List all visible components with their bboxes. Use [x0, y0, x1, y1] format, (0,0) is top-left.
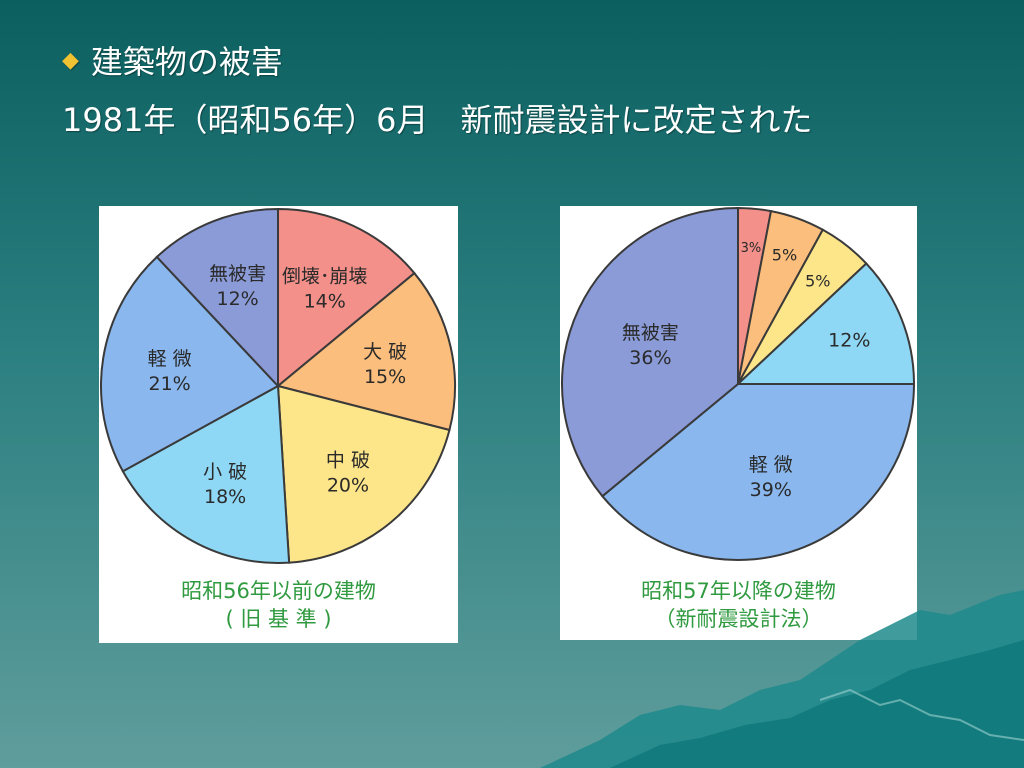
new-standard-pie-chart: 3% 5% 5% 12% 軽 微 39% 無被害 36%	[561, 206, 916, 561]
new-slice-value-4: 39%	[750, 479, 792, 501]
slide-subtitle: 1981年（昭和56年）6月 新耐震設計に改定された	[62, 101, 813, 139]
old-slice-1	[275, 271, 456, 432]
old-slice-label-1: 大 破	[363, 341, 407, 363]
old-slice-label-5: 無被害	[209, 263, 266, 285]
old-slice-value-3: 18%	[204, 486, 246, 508]
new-slice-5	[561, 206, 739, 498]
new-slice-3	[735, 262, 916, 385]
new-chart-caption-line1: 昭和57年以降の建物	[641, 579, 836, 603]
old-slice-value-2: 20%	[327, 475, 369, 497]
old-chart-caption-line1: 昭和56年以前の建物	[181, 579, 376, 603]
old-slice-2	[276, 384, 451, 564]
slide-title: ◆ 建築物の被害	[62, 40, 283, 86]
new-chart-caption-line2: （新耐震設計法）	[654, 607, 823, 631]
new-slice-value-5: 36%	[629, 347, 671, 369]
old-slice-value-1: 15%	[364, 366, 406, 388]
old-slice-value-4: 21%	[148, 373, 190, 395]
old-chart-caption-line2: ( 旧 基 準 )	[225, 607, 332, 631]
old-standard-chart-panel: 倒壊･崩壊 14% 大 破 15% 中 破 20% 小 破 18% 軽 微 21% 無被害 12% 昭…	[99, 206, 458, 643]
new-slice-4	[600, 383, 916, 561]
new-slice-value-3: 12%	[828, 330, 870, 352]
old-slice-4	[100, 255, 280, 473]
new-slice-label-4: 軽 微	[749, 454, 793, 476]
old-slice-label-3: 小 破	[203, 461, 247, 483]
old-slice-value-0: 14%	[304, 291, 346, 313]
title-text: 建築物の被害	[90, 43, 283, 81]
old-slice-label-0: 倒壊･崩壊	[282, 266, 368, 288]
old-slice-label-4: 軽 微	[148, 348, 192, 370]
old-standard-pie-chart: 倒壊･崩壊 14% 大 破 15% 中 破 20% 小 破 18% 軽 微 21% 無被害 12%	[100, 207, 456, 564]
old-slice-label-2: 中 破	[326, 450, 370, 472]
old-slice-5	[155, 207, 279, 389]
new-slice-value-0: 3%	[741, 241, 762, 256]
new-slice-value-2: 5%	[805, 272, 830, 291]
old-slice-value-5: 12%	[216, 288, 258, 310]
old-slice-3	[121, 384, 291, 564]
new-slice-label-5: 無被害	[622, 322, 679, 344]
old-slice-0	[277, 207, 416, 389]
new-standard-chart-panel: 3% 5% 5% 12% 軽 微 39% 無被害 36% 昭和57年以降の建物 （新耐震設計法…	[560, 206, 917, 640]
diamond-bullet-icon: ◆	[62, 48, 79, 73]
new-slice-value-1: 5%	[772, 245, 797, 264]
